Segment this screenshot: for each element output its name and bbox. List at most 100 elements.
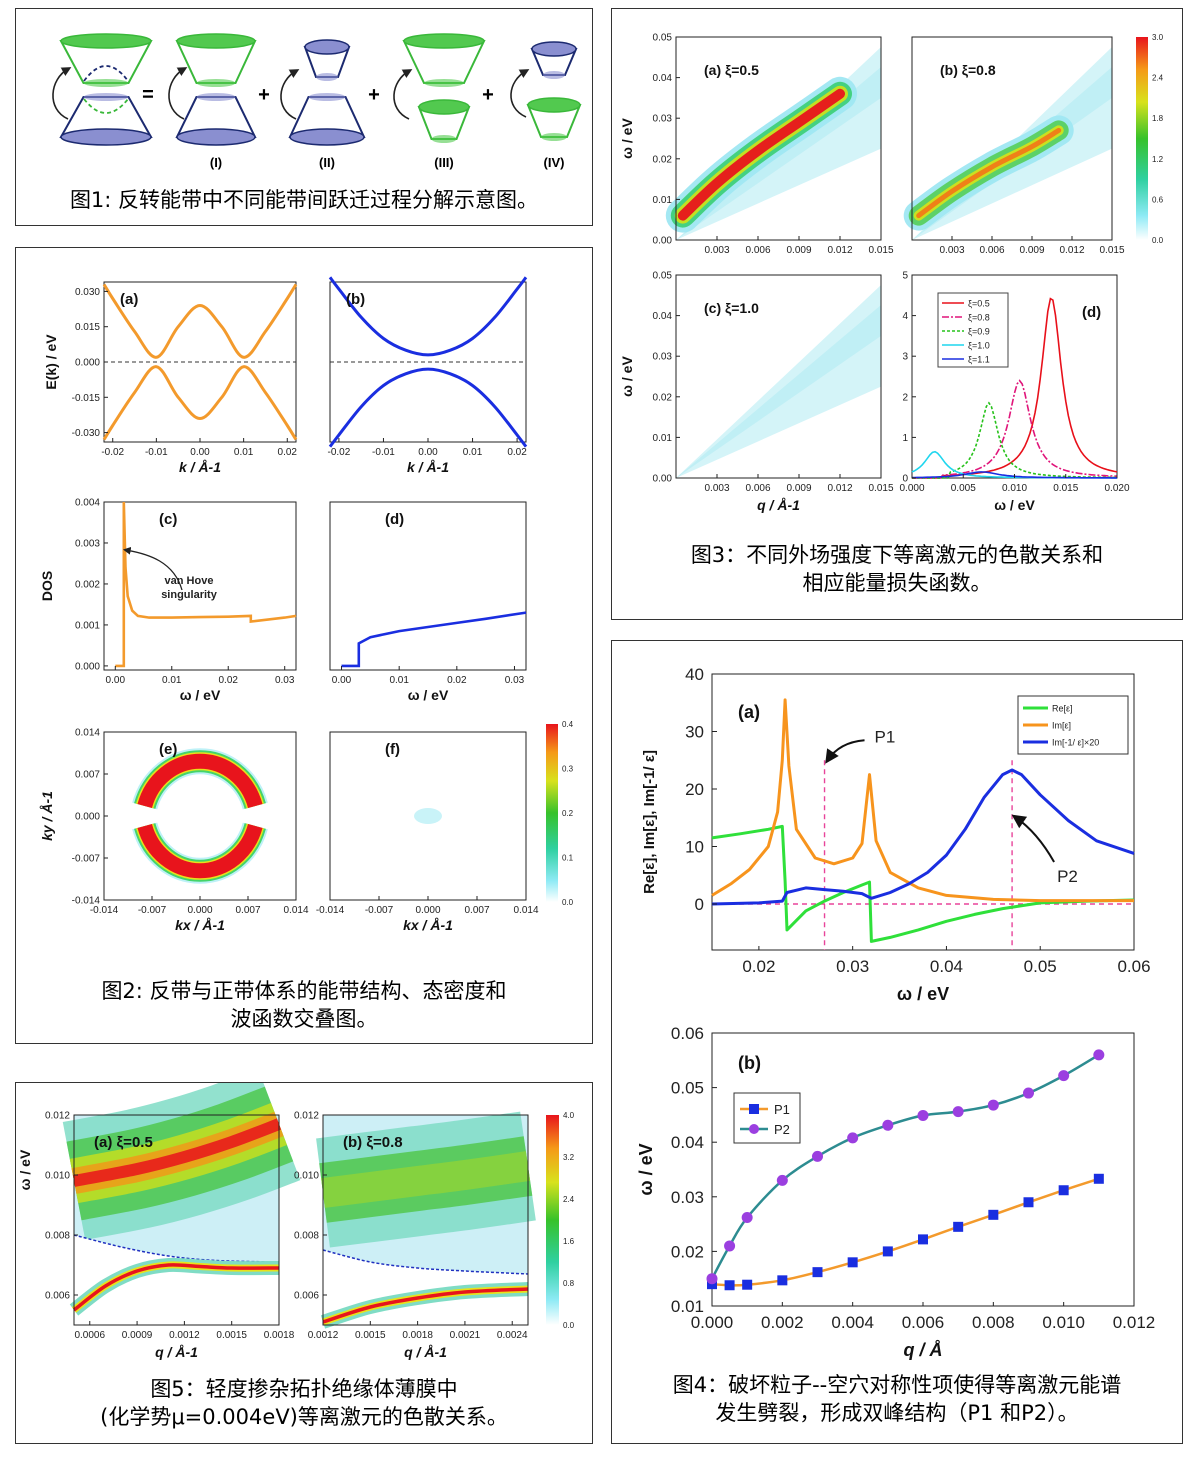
fig2a-conduction-band: [102, 283, 298, 359]
fig4b-legend-label: P2: [774, 1122, 790, 1137]
fig2e-ylabel: ky / Å-1: [39, 791, 55, 841]
fig4b-P2-marker: [706, 1273, 718, 1285]
fig1-inverted-transition-arrow: [52, 67, 72, 120]
fig4b-P2-marker: [1093, 1049, 1105, 1061]
figure-2-caption: 图2: 反带与正带体系的能带结构、态密度和 波函数交叠图。: [16, 977, 592, 1033]
fig3a-ytick-label: 0.00: [653, 236, 673, 247]
fig3b-frame: [911, 36, 1113, 241]
fig2c-xlabel: ω / eV: [180, 687, 221, 703]
fig2a-ytick-label: 0.030: [75, 287, 100, 298]
fig1-IV-upper-cone-top: [531, 41, 577, 57]
fig1-inverted-upper-cone-top: [60, 33, 152, 49]
fig5a-xtick-label: 0.0009: [122, 1330, 153, 1341]
fig4b-frame: [711, 1032, 1135, 1307]
fig3-colorbar: [1136, 37, 1148, 240]
fig2e-ytick-label: 0.014: [75, 728, 100, 739]
fig4b-P1-marker: [1093, 1173, 1104, 1184]
fig5a-xtick-label: 0.0015: [216, 1330, 247, 1341]
figure-3-panel: 0.003 0.006 0.009 0.012 0.015 0.05 0.04 0.03 0.0…: [611, 8, 1183, 620]
fig2e-upper-overlap-lobe: [137, 753, 263, 809]
fig3c-xtick-label: 0.006: [745, 483, 770, 494]
fig3d-xtick-label: 0.015: [1053, 483, 1078, 494]
fig2f-xtick-label: 0.014: [513, 905, 538, 916]
fig3c-ytick-label: 0.00: [653, 474, 673, 485]
fig3b-xtick-label: 0.006: [979, 245, 1004, 256]
fig2c-ytick-label: 0.001: [75, 620, 100, 631]
fig5a-xlabel: q / Å-1: [155, 1344, 198, 1360]
fig5a-gap-region: [74, 1235, 279, 1325]
figure-3-caption-line1: 图3：不同外场强度下等离激元的色散关系和: [690, 543, 1104, 567]
fig1-I-upper-cone-bottom: [196, 79, 236, 87]
fig1-process-label: (I): [210, 155, 222, 170]
fig4a-ytick-label: 10: [685, 838, 704, 857]
fig2-colorbar-label: 0.3: [562, 765, 574, 774]
figure-2-panel: -0.02 -0.01 0.00 0.01 0.02 0.030 0.015 0.000 -0.…: [15, 247, 593, 1044]
fig2-colorbar-label: 0.4: [562, 720, 574, 729]
fig4a-ytick-label: 20: [685, 780, 704, 799]
fig5b-ytick-label: 0.008: [294, 1231, 319, 1242]
figure-4-plots: 0.02 0.03 0.04 0.05 0.06 40 30 20 10 0 (a) ω / eV Re…: [636, 665, 1155, 1360]
fig4b-P2-marker: [882, 1119, 894, 1131]
fig4a-P1-arrow: [825, 739, 865, 764]
fig2b-xtick-label: -0.02: [328, 447, 351, 458]
fig2a-ylabel: E(k) / eV: [43, 334, 59, 390]
fig4b-P2-marker: [1023, 1087, 1034, 1099]
fig4b-P2-marker: [776, 1174, 788, 1186]
fig1-II-lower-cone-top: [308, 93, 346, 101]
fig1-IV-lower-cone-bottom: [541, 133, 567, 141]
fig3d-panel-label: (d): [1082, 304, 1101, 321]
fig4a-xtick-label: 0.02: [742, 957, 775, 976]
fig4b-P2-marker: [987, 1099, 999, 1111]
figure-4-caption: 图4：破坏粒子--空穴对称性项使得等离激元能谱 发生劈裂，形成双峰结构（P1 和…: [612, 1371, 1182, 1427]
fig3d-ytick-label: 0: [902, 474, 908, 485]
fig2a-ytick-label: 0.015: [75, 322, 100, 333]
fig1-process-label: (IV): [544, 155, 565, 170]
fig5a-ytick-label: 0.010: [45, 1171, 70, 1182]
fig3d-ytick-label: 5: [902, 271, 908, 282]
fig2a-xtick-label: -0.02: [101, 447, 124, 458]
fig4a-xlabel: ω / eV: [897, 984, 949, 1004]
fig4b-P1-marker: [847, 1257, 858, 1268]
fig2a-xtick-label: 0.00: [190, 447, 210, 458]
fig2c-panel-label: (c): [159, 511, 177, 528]
fig2b-xtick-label: 0.02: [507, 447, 527, 458]
fig5a-ytick-label: 0.008: [45, 1231, 70, 1242]
fig2b-xtick-label: 0.00: [418, 447, 438, 458]
fig2f-xlabel: kx / Å-1: [403, 917, 453, 933]
fig4b-series-1-line: [711, 1177, 1100, 1287]
fig5-colorbar-label: 2.4: [563, 1195, 575, 1204]
fig2a-xtick-label: 0.01: [234, 447, 254, 458]
fig3c-continuum-inner: [676, 305, 881, 478]
fig4a-xtick-label: 0.05: [1024, 957, 1057, 976]
fig2e-ytick-label: -0.007: [72, 854, 101, 865]
fig4b-ytick-label: 0.02: [671, 1242, 704, 1261]
fig2e-xlabel: kx / Å-1: [175, 917, 225, 933]
figure-3-plots: 0.003 0.006 0.009 0.012 0.0150.050.040.030.0…: [619, 33, 1164, 514]
figure-4-caption-line1: 图4：破坏粒子--空穴对称性项使得等离激元能谱: [672, 1373, 1122, 1397]
fig5a-xtick-label: 0.0018: [264, 1330, 295, 1341]
fig3d-series-2: [912, 379, 1118, 479]
figure-1-panel: = + + + (I) (II) (III) (IV) 图1: 反转能带中不同能带间跃迁过程…: [15, 8, 593, 226]
fig4b-xtick-label: 0.010: [1042, 1313, 1085, 1332]
fig2d-frame: [329, 501, 527, 671]
fig2c-xtick-label: 0.00: [106, 675, 126, 686]
fig3a-ytick-label: 0.05: [653, 33, 673, 44]
fig4a-ytick-label: 30: [685, 723, 704, 742]
fig1-process-III: [393, 33, 486, 143]
fig2f-overlap-spot: [414, 808, 442, 824]
fig2c-annotation-arrow: [122, 546, 183, 591]
fig5a-plasmon-branch: [72, 1263, 280, 1312]
fig1-operator: =: [142, 84, 154, 106]
fig3a-xtick-label: 0.003: [704, 245, 729, 256]
fig1-process-label: (II): [319, 155, 335, 170]
fig1-II-upper-cone-top: [304, 39, 350, 55]
fig4b-P2-marker: [917, 1109, 929, 1121]
fig1-III-lower-cone-bottom: [431, 135, 457, 143]
fig2c-ytick-label: 0.000: [75, 661, 100, 672]
fig3d-series-3: [912, 401, 1117, 479]
fig2-colorbar-label: 0.2: [562, 809, 574, 818]
fig5b-ytick-label: 0.010: [294, 1171, 319, 1182]
fig2d-xtick-label: 0.03: [505, 675, 525, 686]
fig1-II-upper-cone-bottom: [316, 73, 338, 81]
fig2b-xtick-label: -0.01: [372, 447, 395, 458]
